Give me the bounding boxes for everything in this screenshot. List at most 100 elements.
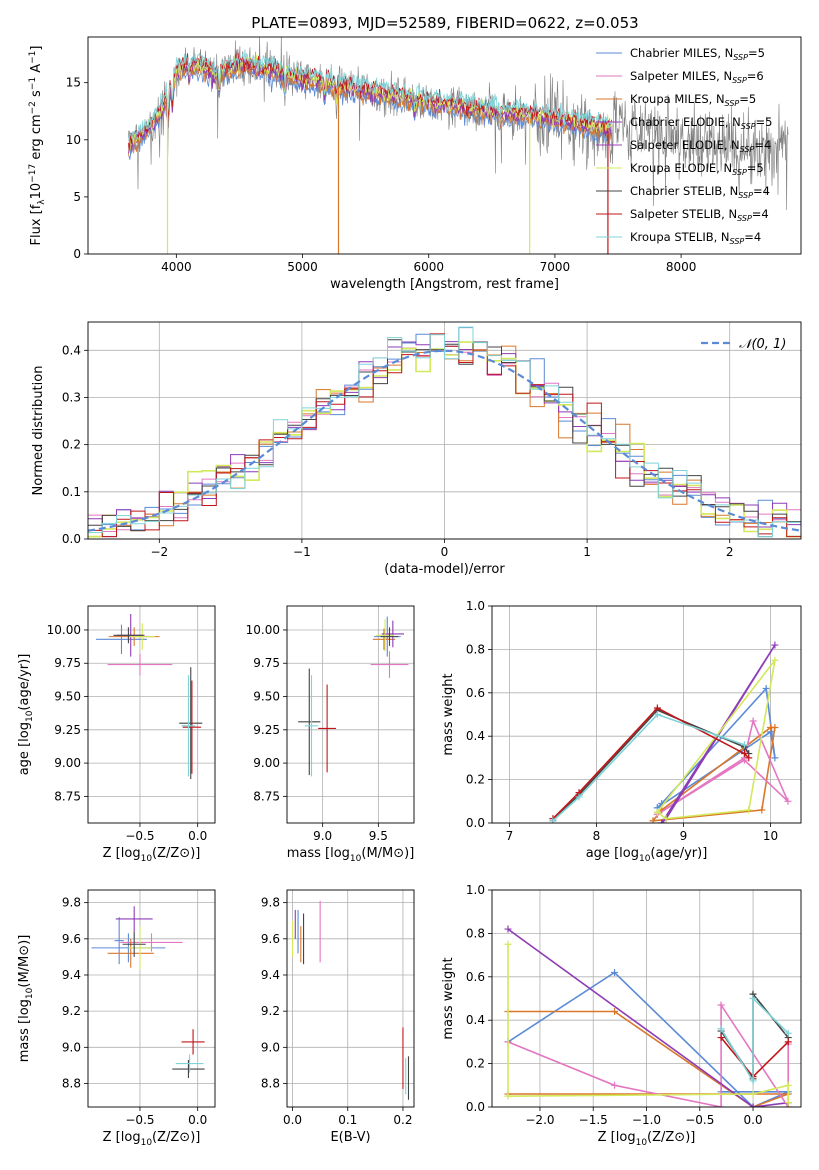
x-axis-label: (data-model)/error — [384, 562, 505, 577]
panel-weight_vs_age: 7 8 9 10 0.0 0.2 0.4 0.6 0.8 1.0 age [log10(age/yr… — [441, 599, 802, 864]
weight-marker — [771, 754, 779, 762]
weight-marker — [653, 711, 661, 718]
x-axis-label: Z [log10(Z/Z⊙)] — [103, 1130, 201, 1148]
y-tick-label: 15 — [66, 76, 81, 90]
y-tick-label: 9.4 — [261, 968, 280, 982]
panel-weight_vs_Z: −2.0 −1.5 −1.0 −0.5 0.0 0.0 0.2 0.4 0.6 0.8 1.0 Z [… — [441, 883, 802, 1148]
panel-mass_vs_Z: −0.5 0.0 8.8 9.0 9.2 9.4 9.6 9.8 Z [log10(Z/Z⊙)]… — [17, 889, 216, 1148]
y-tick-label: 9.0 — [62, 1040, 81, 1054]
weight-series-line — [656, 686, 776, 809]
axes-frame — [87, 605, 216, 824]
x-axis-label: Z [log10(Z/Z⊙)] — [598, 1130, 696, 1148]
weight-series-line — [507, 928, 789, 1107]
y-tick-label: 9.2 — [261, 1004, 280, 1018]
weight-marker — [745, 754, 753, 762]
y-tick-label: 9.2 — [62, 1004, 81, 1018]
errorbar-point — [380, 627, 399, 646]
x-tick-label: 0.0 — [188, 1113, 207, 1127]
errorbar-point — [370, 651, 409, 678]
y-axis-label: age [log10(age/yr)] — [17, 654, 35, 776]
weight-marker — [784, 1099, 792, 1107]
weight-marker — [653, 704, 661, 712]
legend-entry: Chabrier MILES, NSSP=5 — [630, 46, 765, 62]
errorbar-point — [318, 684, 337, 773]
panel-residuals: −2 −1 0 1 2 0.0 0.1 0.2 0.3 0.4 (data-model)/error… — [31, 321, 802, 577]
panel-age_vs_Z: −0.5 0.0 8.75 9.00 9.25 9.50 9.75 10.00 Z [log10… — [17, 605, 216, 864]
weight-marker — [653, 808, 661, 816]
y-tick-label: 0.0 — [62, 532, 81, 546]
y-tick-label: 0.6 — [466, 970, 485, 984]
errorbar-point — [96, 624, 147, 654]
errorbar-point — [179, 667, 203, 780]
x-tick-label: 0.1 — [338, 1113, 357, 1127]
x-tick-label: −1.0 — [632, 1113, 661, 1127]
y-tick-label: 8.75 — [54, 789, 81, 803]
y-axis-label: mass weight — [441, 673, 456, 755]
weight-marker — [658, 819, 666, 823]
y-tick-label: 0.2 — [62, 438, 81, 452]
legend-entry: Salpeter MILES, NSSP=6 — [630, 69, 764, 85]
legend-entry: Kroupa MILES, NSSP=5 — [630, 92, 756, 108]
y-tick-label: 9.6 — [261, 932, 280, 946]
errorbar-point — [298, 668, 321, 776]
weight-marker — [740, 756, 748, 764]
weight-marker — [504, 925, 512, 933]
weight-marker — [749, 1077, 757, 1085]
x-tick-label: 9 — [680, 829, 688, 843]
weight-marker — [611, 1081, 619, 1089]
x-tick-label: 6000 — [413, 260, 444, 274]
errorbar-point — [376, 619, 394, 652]
weight-marker — [784, 797, 792, 805]
y-tick-label: 9.00 — [253, 756, 280, 770]
y-tick-label: 0.8 — [466, 642, 485, 656]
weight-marker — [717, 1025, 725, 1033]
legend-entry: Kroupa STELIB, NSSP=4 — [630, 230, 761, 246]
weight-series-line — [720, 996, 789, 1084]
errorbar-point — [129, 623, 155, 650]
x-tick-label: −1 — [293, 545, 311, 559]
errorbar-point — [172, 1059, 205, 1079]
y-tick-label: 0.1 — [62, 485, 81, 499]
legend-entry: Kroupa ELODIE, NSSP=5 — [630, 161, 764, 177]
x-tick-label: 5000 — [287, 260, 318, 274]
weight-marker — [717, 1103, 725, 1107]
y-tick-label: 9.75 — [54, 656, 81, 670]
weight-marker — [717, 1034, 725, 1042]
panel-mass_vs_ebv: 0.0 0.1 0.2 8.8 9.0 9.2 9.4 9.6 9.8 E(B-V) — [261, 889, 415, 1145]
axes-frame — [87, 889, 216, 1108]
axes-frame — [286, 889, 415, 1108]
y-axis-label: Flux [fλ10−17 erg cm−2 s−1 A−1] — [28, 46, 47, 246]
x-tick-label: 8000 — [666, 260, 697, 274]
y-tick-label: 9.25 — [54, 723, 81, 737]
weight-marker — [611, 1008, 619, 1016]
y-tick-label: 0.8 — [466, 926, 485, 940]
y-tick-label: 8.8 — [62, 1076, 81, 1090]
weight-marker — [771, 724, 779, 732]
panel-age_vs_mass: 9.0 9.5 8.75 9.00 9.25 9.50 9.75 10.00 mass [log… — [246, 605, 415, 864]
errorbar-point — [372, 628, 396, 650]
weight-marker — [749, 1090, 757, 1098]
x-axis-label: wavelength [Angstrom, rest frame] — [330, 277, 559, 292]
y-tick-label: 0.6 — [466, 686, 485, 700]
y-tick-label: 8.75 — [253, 789, 280, 803]
y-tick-label: 10.00 — [47, 623, 81, 637]
weight-marker — [575, 793, 583, 801]
errorbar-point — [114, 917, 124, 965]
y-tick-label: 9.25 — [253, 723, 280, 737]
y-axis-label: Normed distribution — [31, 366, 46, 496]
y-tick-label: 10.00 — [246, 623, 280, 637]
x-tick-label: 7000 — [540, 260, 571, 274]
x-tick-label: −0.5 — [685, 1113, 714, 1127]
x-tick-label: 7 — [506, 829, 514, 843]
y-tick-label: 9.8 — [62, 896, 81, 910]
x-tick-label: 0 — [441, 545, 449, 559]
weight-marker — [745, 806, 753, 814]
legend-entry: Chabrier STELIB, NSSP=4 — [630, 184, 770, 200]
errorbar-point — [181, 675, 196, 777]
weight-marker — [758, 806, 766, 814]
y-tick-label: 0 — [73, 247, 81, 261]
y-tick-label: 0.3 — [62, 390, 81, 404]
y-tick-label: 5 — [73, 190, 81, 204]
y-tick-label: 0.0 — [466, 816, 485, 830]
